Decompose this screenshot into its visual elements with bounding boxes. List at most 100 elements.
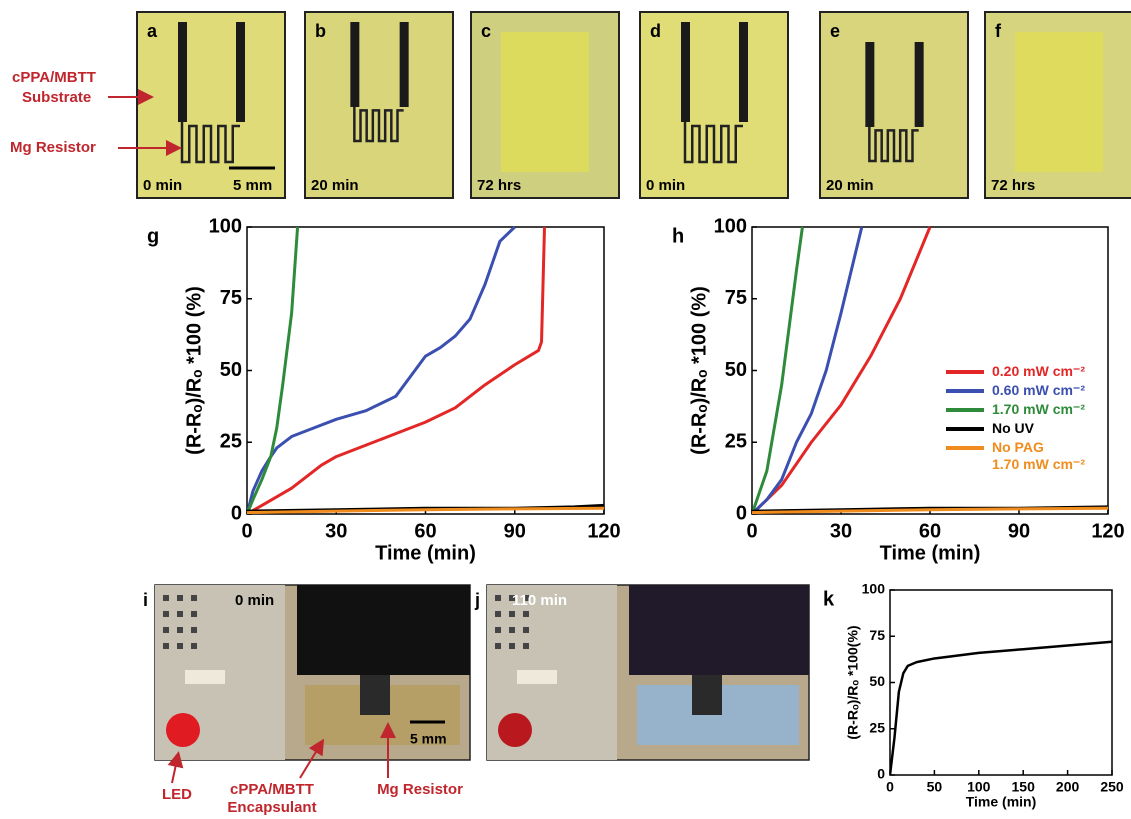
hole <box>163 627 169 633</box>
y-axis-label: (R-Rₒ)/Rₒ *100 (%) <box>688 286 710 455</box>
led <box>166 713 200 747</box>
annotation: Mg Resistor <box>10 139 96 156</box>
photo-time: 20 min <box>826 177 874 194</box>
x-tick-label: 250 <box>1100 778 1124 794</box>
data-line <box>247 227 298 514</box>
electrode <box>178 22 187 122</box>
hole <box>523 627 529 633</box>
y-tick-label: 75 <box>725 287 747 309</box>
y-tick-label: 25 <box>869 719 885 735</box>
photo <box>305 12 453 198</box>
electrode <box>865 42 874 127</box>
electrode <box>915 42 924 127</box>
dark-top <box>297 585 470 675</box>
hole <box>163 643 169 649</box>
y-tick-label: 50 <box>725 359 747 381</box>
scale-label: 5 mm <box>233 177 272 194</box>
electrode <box>739 22 748 122</box>
panel-label: k <box>823 588 835 610</box>
residue <box>501 32 589 172</box>
hole <box>495 627 501 633</box>
hole <box>191 643 197 649</box>
hole <box>191 611 197 617</box>
electrode <box>681 22 690 122</box>
photo <box>640 12 788 198</box>
y-axis-label: (R-Rₒ)/Rₒ *100 (%) <box>183 286 205 455</box>
photo-time: 0 min <box>143 177 182 194</box>
y-tick-label: 75 <box>869 627 885 643</box>
x-axis-label: Time (min) <box>966 794 1037 810</box>
y-tick-label: 25 <box>725 431 747 453</box>
annotation: cPPA/MBTT <box>230 781 314 798</box>
panel-label: a <box>147 21 158 41</box>
y-axis-label: (R-Rₒ)/Rₒ *100(%) <box>844 625 860 739</box>
x-tick-label: 200 <box>1056 778 1080 794</box>
x-tick-label: 30 <box>325 520 347 542</box>
hole <box>163 611 169 617</box>
stripe <box>517 670 557 684</box>
electrode <box>400 22 409 107</box>
hole <box>177 643 183 649</box>
x-tick-label: 0 <box>241 520 252 542</box>
panel-label: d <box>650 21 661 41</box>
residue <box>1015 32 1103 172</box>
legend-label: No PAG 1.70 mW cm⁻² <box>992 439 1085 473</box>
panel-label: e <box>830 21 840 41</box>
annotation: Substrate <box>22 89 91 106</box>
hole <box>509 627 515 633</box>
x-tick-label: 50 <box>927 778 943 794</box>
panel-label: b <box>315 21 326 41</box>
y-tick-label: 50 <box>869 673 885 689</box>
photo-time: 110 min <box>512 592 567 609</box>
led <box>498 713 532 747</box>
hole <box>523 643 529 649</box>
legend-label: 1.70 mW cm⁻² <box>992 401 1085 418</box>
y-tick-label: 100 <box>862 581 886 597</box>
data-line <box>752 227 862 514</box>
photo-time: 20 min <box>311 177 359 194</box>
stripe <box>185 670 225 684</box>
x-tick-label: 60 <box>919 520 941 542</box>
panel-label: c <box>481 21 491 41</box>
hole <box>177 627 183 633</box>
dark-top <box>629 585 809 675</box>
data-line <box>247 227 545 514</box>
data-line <box>752 227 802 514</box>
annotation: Mg Resistor <box>377 781 463 798</box>
x-tick-label: 90 <box>504 520 526 542</box>
x-tick-label: 100 <box>967 778 991 794</box>
photo-time: 72 hrs <box>477 177 521 194</box>
data-line <box>752 227 930 514</box>
annotation: Encapsulant <box>227 799 316 816</box>
resistor <box>360 675 390 715</box>
plot-frame <box>247 227 604 514</box>
photo-time: 72 hrs <box>991 177 1035 194</box>
x-tick-label: 0 <box>886 778 894 794</box>
hole <box>191 627 197 633</box>
electrode <box>350 22 359 107</box>
hole <box>509 643 515 649</box>
hole <box>163 595 169 601</box>
legend-label: 0.60 mW cm⁻² <box>992 382 1085 399</box>
y-tick-label: 75 <box>220 287 242 309</box>
x-axis-label: Time (min) <box>375 542 476 564</box>
data-line <box>247 227 515 514</box>
hole <box>177 595 183 601</box>
y-tick-label: 0 <box>877 766 885 782</box>
x-tick-label: 150 <box>1012 778 1036 794</box>
figure-canvas: a0 min5 mmb20 minc72 hrsd0 mine20 minf72… <box>0 0 1131 819</box>
y-tick-label: 25 <box>220 431 242 453</box>
resistor <box>692 675 722 715</box>
panel-label: j <box>474 590 480 610</box>
y-tick-label: 100 <box>209 215 242 237</box>
hole <box>191 595 197 601</box>
hole <box>523 611 529 617</box>
photo-time: 0 min <box>646 177 685 194</box>
x-axis-label: Time (min) <box>880 542 981 564</box>
y-tick-label: 0 <box>231 502 242 524</box>
hole <box>495 611 501 617</box>
mg-resistor <box>354 107 403 141</box>
legend-label: No UV <box>992 420 1034 437</box>
annotation: cPPA/MBTT <box>12 69 96 86</box>
y-tick-label: 50 <box>220 359 242 381</box>
